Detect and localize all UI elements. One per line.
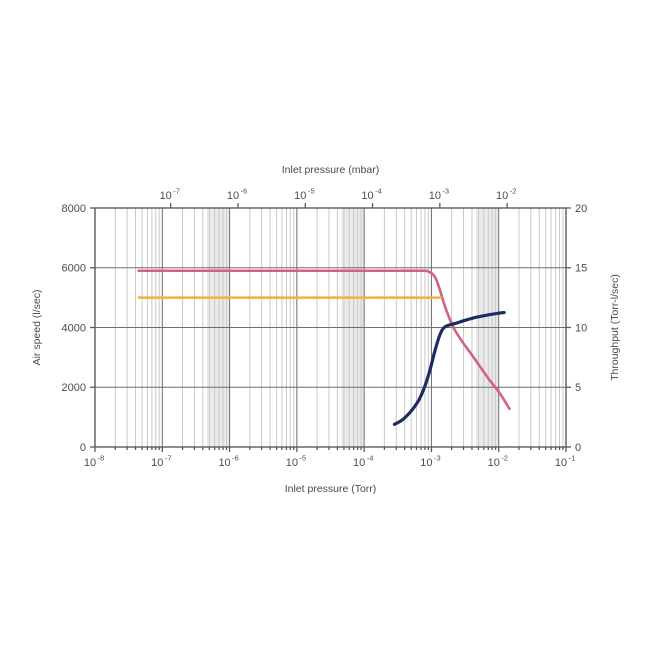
log-tick-label: 10 -3 [420,454,440,470]
left-tick-label: 4000 [62,322,86,334]
bottom-axis-title: Inlet pressure (Torr) [285,483,377,495]
svg-text:-3: -3 [442,187,449,196]
svg-text:10: 10 [286,457,298,469]
left-axis-ticks [90,207,95,448]
svg-text:10: 10 [160,190,172,202]
svg-text:10: 10 [429,190,441,202]
svg-text:10: 10 [420,457,432,469]
right-tick-label: 5 [575,382,581,394]
log-tick-label: 10 -6 [218,454,238,470]
log-tick-label: 10 -7 [151,454,171,470]
svg-text:-5: -5 [308,187,315,196]
log-tick-label: 10 -7 [160,187,180,203]
svg-text:-3: -3 [434,454,441,463]
series-line-pumping-speed-high [137,269,511,411]
log-tick-label: 10 -2 [488,454,508,470]
right-axis-title: Throughput (Torr-l/sec) [609,274,621,381]
svg-text:10: 10 [84,457,96,469]
svg-text:10: 10 [361,190,373,202]
svg-text:10: 10 [488,457,500,469]
log-tick-label: 10 -5 [294,187,314,203]
log-tick-label: 10 -3 [429,187,449,203]
svg-text:10: 10 [227,190,239,202]
svg-text:-5: -5 [299,454,306,463]
log-tick-label: 10 -2 [496,187,516,203]
svg-text:-2: -2 [510,187,517,196]
svg-text:-6: -6 [232,454,239,463]
right-axis-ticks [566,207,571,448]
svg-text:10: 10 [555,457,567,469]
svg-text:-4: -4 [367,454,374,463]
log-tick-label: 10 -1 [555,454,575,470]
svg-text:10: 10 [353,457,365,469]
svg-text:-7: -7 [173,187,180,196]
right-tick-label: 0 [575,442,581,454]
bottom-axis-ticks [94,447,567,452]
top-axis-title: Inlet pressure (mbar) [282,164,379,176]
data-series-layer [137,269,511,426]
log-tick-label: 10 -6 [227,187,247,203]
right-tick-label: 20 [575,203,587,215]
right-tick-label: 15 [575,263,587,275]
left-tick-label: 0 [80,442,86,454]
log-tick-label: 10 -4 [361,187,381,203]
left-tick-label: 6000 [62,263,86,275]
right-tick-label: 10 [575,322,587,334]
svg-text:-6: -6 [241,187,248,196]
left-tick-label: 8000 [62,203,86,215]
left-tick-label: 2000 [62,382,86,394]
svg-text:10: 10 [496,190,508,202]
svg-text:10: 10 [294,190,306,202]
log-tick-label: 10 -4 [353,454,373,470]
series-line-throughput [392,310,506,426]
top-axis-ticks [170,203,508,208]
log-tick-label: 10 -5 [286,454,306,470]
svg-text:-8: -8 [98,454,105,463]
left-axis-tick-labels: 0 2000 4000 6000 8000 [62,203,86,454]
svg-text:10: 10 [218,457,230,469]
svg-text:-2: -2 [501,454,508,463]
major-horizontal-gridlines [95,267,566,388]
svg-text:10: 10 [151,457,163,469]
svg-text:-1: -1 [569,454,576,463]
right-axis-tick-labels: 0 5 10 15 20 [575,203,587,454]
left-axis-title: Air speed (l/sec) [31,290,43,366]
svg-text:-4: -4 [375,187,382,196]
svg-text:-7: -7 [165,454,172,463]
log-tick-label: 10 -8 [84,454,104,470]
top-axis-tick-labels: 10 -7 10 -6 10 -5 10 -4 10 -3 10 -2 [160,187,517,203]
bottom-axis-tick-labels: 10 -8 10 -7 10 -6 10 -5 10 -4 10 -3 10 -2 10 -1 [84,454,575,470]
